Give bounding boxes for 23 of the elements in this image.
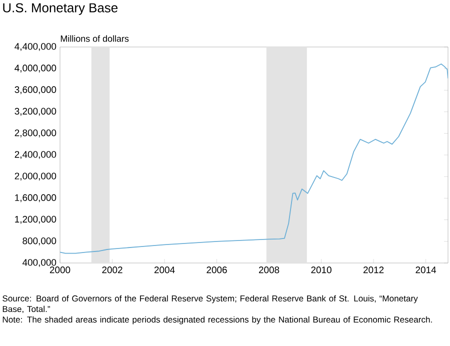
y-tick-label: 2,000,000: [14, 172, 56, 181]
y-tick-label: 800,000: [22, 237, 56, 246]
y-axis-title: Millions of dollars: [60, 35, 129, 42]
x-tick-label: 2012: [363, 266, 384, 274]
y-tick-label: 1,600,000: [15, 194, 56, 202]
y-tick-label: 3,200,000: [14, 108, 56, 116]
y-tick-label: 4,400,000: [14, 43, 56, 51]
x-tick-label: 2014: [416, 266, 436, 274]
text: Note: The shaded areas indicate periods designated recessions by the National Bureau of Economic Research.: [2, 316, 432, 324]
y-tick-label: 2,800,000: [14, 129, 56, 138]
y-tick-label: 2,400,000: [14, 151, 56, 159]
x-tick-label: 2004: [154, 266, 175, 274]
y-tick-label: 1,200,000: [15, 216, 56, 224]
x-tick-label: 2006: [206, 266, 227, 274]
y-tick-label: 3,600,000: [14, 86, 56, 94]
x-tick-label: 2010: [311, 266, 332, 274]
source-note: Source: Board of Governors of the Federal Reserve System; Federal Reserve Bank of St. Louis, “Monetary Base, Total.”: [2, 295, 418, 314]
x-tick-label: 2002: [102, 266, 122, 274]
y-tick-label: 400,000: [22, 259, 56, 267]
y-tick-label: 4,000,000: [14, 64, 56, 73]
x-tick-label: 2000: [50, 266, 70, 274]
chart-title: U.S. Monetary Base: [3, 3, 118, 15]
x-tick-label: 2008: [258, 266, 280, 274]
